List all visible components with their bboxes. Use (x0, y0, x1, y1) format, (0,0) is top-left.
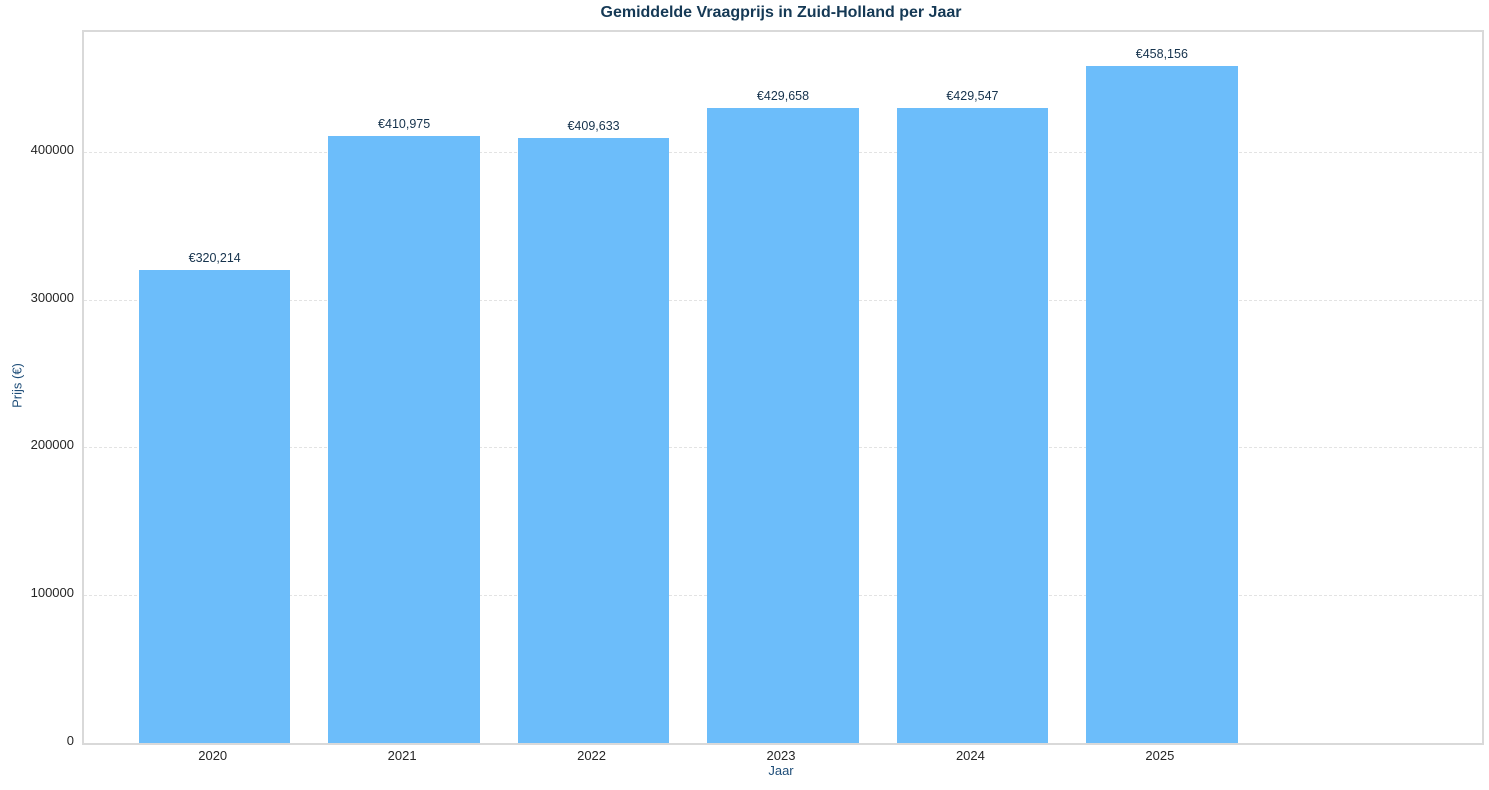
x-tick-2021: 2021 (387, 748, 417, 763)
bar-value-label-2025: €458,156 (1135, 46, 1188, 61)
bar-2023 (707, 107, 859, 743)
bar-value-label-2024: €429,547 (946, 89, 999, 104)
x-tick-2023: 2023 (766, 748, 796, 763)
bar-value-label-2020: €320,214 (188, 250, 241, 265)
y-tick-0: 0 (66, 733, 74, 748)
bar-2025 (1086, 65, 1238, 743)
y-tick-400000: 400000 (30, 141, 74, 157)
chart-title: Gemiddelde Vraagprijs in Zuid-Holland pe… (600, 4, 962, 21)
y-tick-100000: 100000 (30, 585, 74, 601)
y-tick-200000: 200000 (30, 437, 74, 453)
plot-area: €320,214 €410,975 €409,633 €429,658 €429,547… (82, 30, 1484, 745)
y-tick-300000: 300000 (30, 289, 74, 305)
x-tick-2025: 2025 (1145, 748, 1175, 763)
bar-2022 (517, 137, 670, 743)
bar-2024 (896, 108, 1049, 743)
bar-value-label-2022: €409,633 (567, 118, 620, 133)
x-tick-2022: 2022 (577, 748, 607, 763)
bar-2020 (138, 269, 291, 743)
y-axis-label: Prijs (€) (9, 363, 25, 408)
bar-2021 (328, 135, 480, 743)
x-tick-2024: 2024 (955, 748, 985, 763)
bar-value-label-2021: €410,975 (378, 116, 431, 131)
x-axis-label: Jaar (768, 763, 794, 778)
bar-value-label-2023: €429,658 (756, 88, 810, 103)
x-tick-2020: 2020 (198, 748, 228, 763)
